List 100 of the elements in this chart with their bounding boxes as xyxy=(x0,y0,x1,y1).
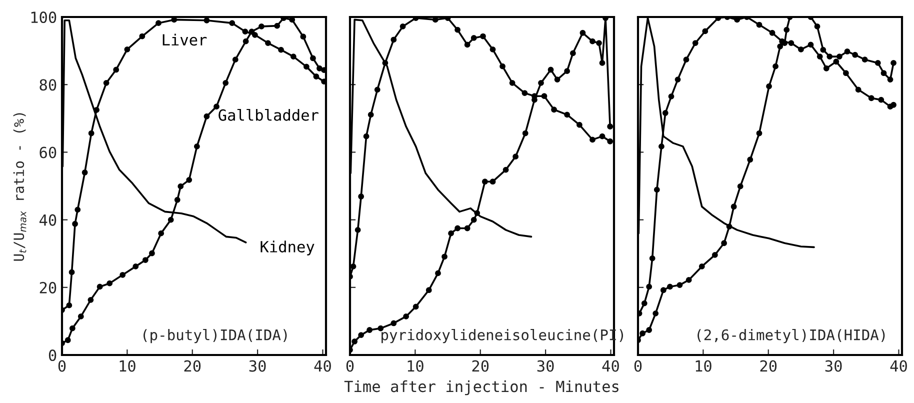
point xyxy=(772,63,778,70)
point xyxy=(132,263,139,270)
point xyxy=(278,46,284,53)
point xyxy=(730,204,737,210)
point xyxy=(551,106,557,113)
point xyxy=(88,130,94,136)
point xyxy=(649,255,656,262)
point xyxy=(878,96,884,103)
point xyxy=(777,43,784,50)
point xyxy=(426,287,432,294)
point xyxy=(390,36,397,43)
point xyxy=(596,40,602,46)
point xyxy=(400,24,406,30)
point xyxy=(548,66,554,73)
point xyxy=(686,277,692,283)
point xyxy=(290,54,296,60)
point xyxy=(660,287,666,294)
point xyxy=(538,80,544,86)
point xyxy=(784,26,790,33)
point xyxy=(464,42,470,48)
y-tick-label: 40 xyxy=(40,214,56,226)
point xyxy=(814,24,820,30)
point xyxy=(358,332,364,338)
point xyxy=(78,314,84,320)
point xyxy=(646,284,652,290)
point xyxy=(490,46,496,52)
point xyxy=(374,86,380,93)
y-tick-label: 100 xyxy=(31,12,56,24)
point xyxy=(72,220,78,227)
point xyxy=(435,270,441,276)
point xyxy=(403,314,410,320)
point xyxy=(103,80,110,86)
point xyxy=(887,76,894,82)
point xyxy=(820,46,826,53)
point xyxy=(454,26,461,33)
point xyxy=(470,216,477,223)
point xyxy=(890,102,896,108)
point xyxy=(842,70,849,76)
point xyxy=(590,38,596,44)
point xyxy=(214,104,220,110)
point xyxy=(316,65,322,72)
point xyxy=(480,33,486,40)
point xyxy=(798,46,804,52)
y-tick-label: 0 xyxy=(48,350,56,362)
point xyxy=(662,110,668,116)
point xyxy=(363,133,370,140)
point xyxy=(232,56,238,63)
point xyxy=(823,65,830,72)
point xyxy=(874,60,881,66)
point xyxy=(88,296,94,303)
point xyxy=(156,20,162,26)
point xyxy=(124,46,130,52)
point xyxy=(229,20,236,26)
point xyxy=(844,48,850,54)
point xyxy=(646,327,652,333)
point xyxy=(454,225,461,232)
point xyxy=(366,327,373,333)
point xyxy=(512,154,519,160)
point xyxy=(82,170,88,176)
point xyxy=(607,124,614,130)
point xyxy=(69,325,76,332)
point xyxy=(204,113,210,120)
point xyxy=(482,178,488,185)
point xyxy=(826,54,833,60)
series-label: Kidney xyxy=(260,240,314,256)
point xyxy=(470,35,477,41)
point xyxy=(816,54,823,60)
point xyxy=(354,226,361,233)
point xyxy=(258,24,264,30)
x-tick-label: 20 xyxy=(472,360,489,372)
point xyxy=(702,28,708,34)
point xyxy=(676,282,683,288)
x-tick-label: 40 xyxy=(602,360,619,372)
point xyxy=(868,95,874,102)
point xyxy=(836,54,842,60)
point xyxy=(194,144,200,150)
point xyxy=(654,186,660,193)
point xyxy=(442,254,448,260)
point xyxy=(852,52,858,58)
point xyxy=(880,70,887,76)
point xyxy=(554,76,560,82)
point xyxy=(313,74,320,80)
point xyxy=(106,280,113,286)
series-label: Liver xyxy=(162,34,207,46)
point xyxy=(96,284,103,290)
point xyxy=(570,50,576,56)
point xyxy=(178,183,184,190)
point xyxy=(855,86,862,93)
point xyxy=(541,93,548,100)
y-axis-title: U$_{t}$/U$_{max}$ ratio - (%) xyxy=(13,113,26,261)
x-tick-label: 10 xyxy=(696,360,712,372)
point xyxy=(683,56,690,63)
x-tick-label: 10 xyxy=(408,360,424,372)
x-tick-label: 0 xyxy=(58,360,66,372)
point xyxy=(303,64,310,70)
point xyxy=(712,252,718,258)
point xyxy=(674,76,681,82)
point xyxy=(242,38,249,44)
point xyxy=(747,156,754,163)
point xyxy=(174,196,180,203)
